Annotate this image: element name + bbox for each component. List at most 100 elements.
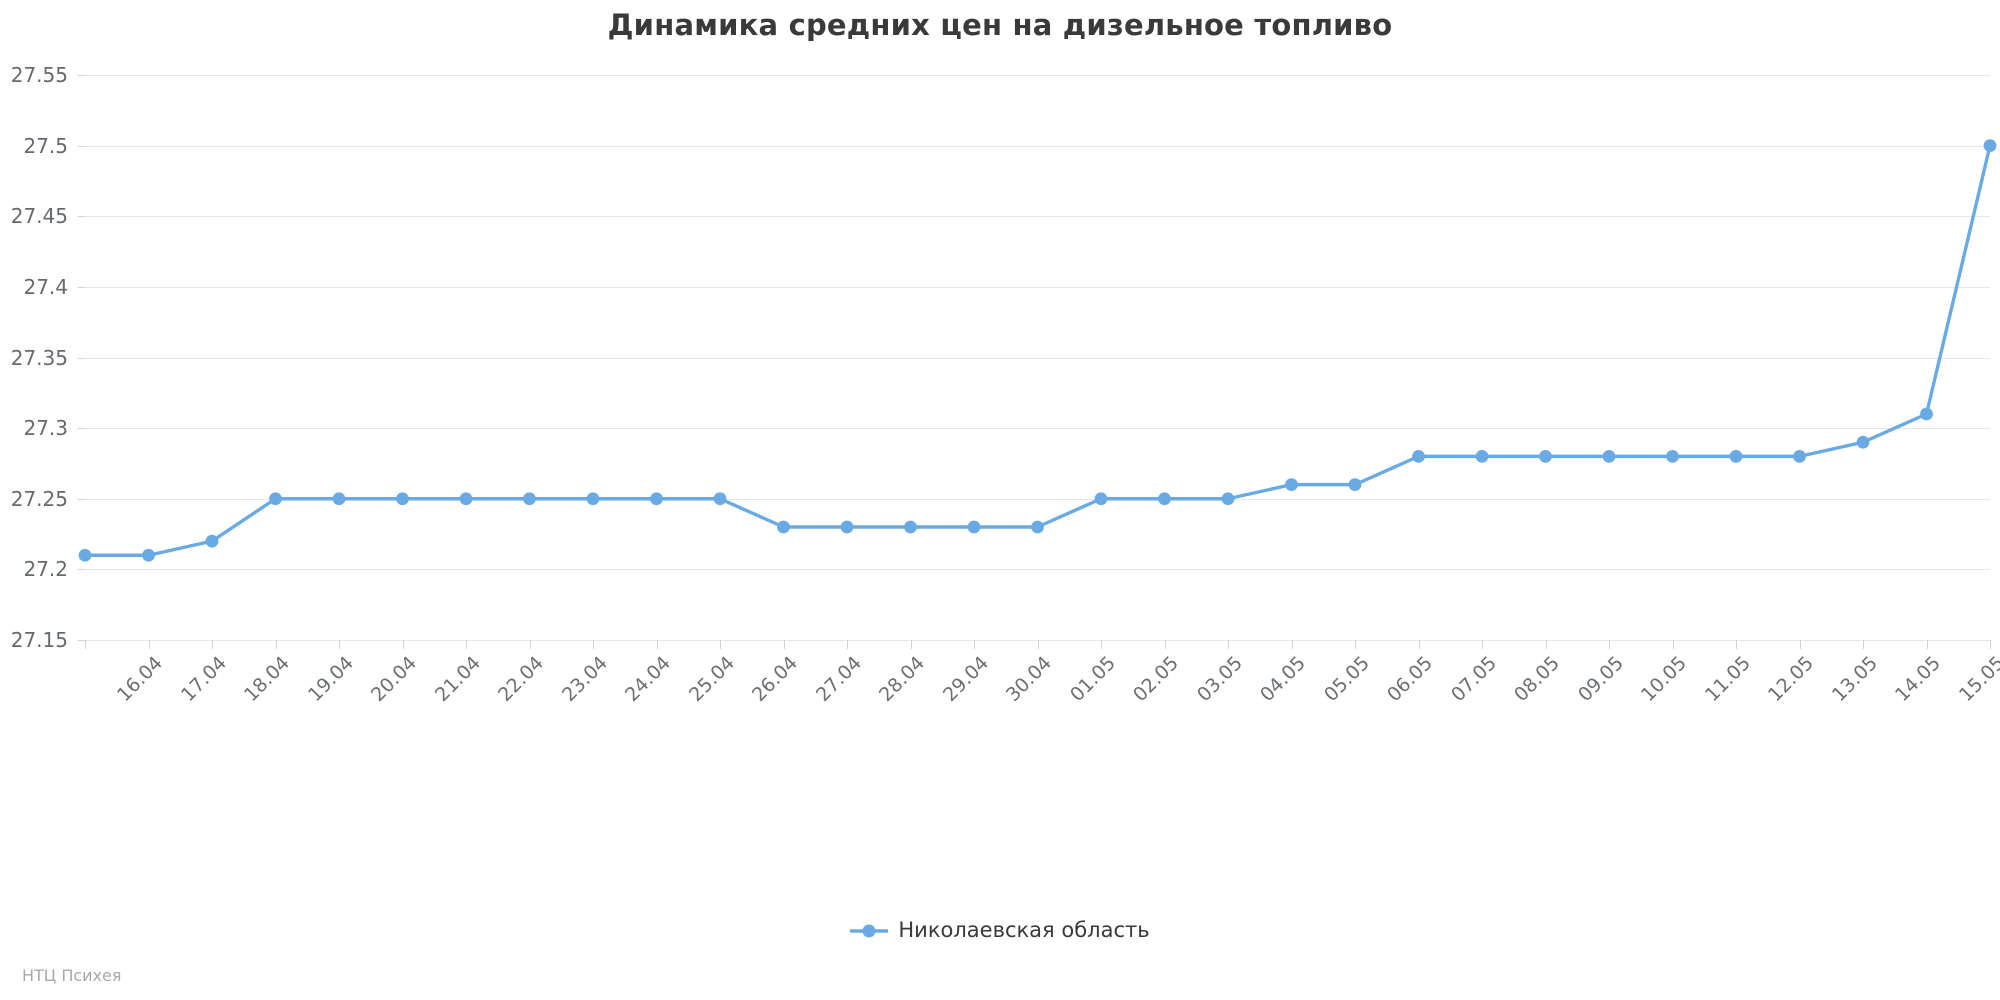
data-point-marker[interactable]	[713, 492, 727, 506]
data-point-marker[interactable]	[1285, 478, 1298, 492]
data-point-marker[interactable]	[523, 492, 536, 506]
x-axis-tick-mark	[1926, 640, 1928, 649]
x-axis-tick-mark	[339, 640, 340, 649]
data-point-marker[interactable]	[1602, 449, 1616, 463]
data-point-marker[interactable]	[1539, 449, 1552, 463]
x-axis-tick-mark	[1545, 640, 1547, 649]
data-point-marker[interactable]	[1729, 449, 1743, 463]
x-axis-tick-mark	[847, 640, 848, 649]
data-point-marker[interactable]	[459, 492, 473, 506]
gridline	[85, 428, 1990, 430]
x-axis-tick-mark	[656, 640, 658, 649]
data-point-marker[interactable]	[967, 520, 981, 534]
series-line-chart	[78, 139, 1997, 562]
x-axis-tick-label: 05.05	[1319, 652, 1374, 707]
data-point-marker[interactable]	[1221, 492, 1235, 506]
y-axis-labels: 27.55 27.5 27.45 27.4 27.35 27.3 27.25 27.2 27.1…	[0, 63, 2000, 652]
data-point-marker[interactable]	[332, 492, 346, 506]
x-axis-tick-label: 24.04	[620, 652, 675, 707]
y-axis-tick-label: 27.5	[23, 133, 68, 158]
source-note: НТЦ Психея	[22, 966, 122, 985]
x-axis-tick-mark	[1863, 640, 1864, 649]
x-axis-ticks	[85, 640, 1991, 650]
x-axis-tick-label: 07.05	[1446, 652, 1501, 707]
y-axis-tick-label: 27.3	[23, 416, 68, 441]
legend-marker-icon	[850, 924, 889, 937]
data-point-marker[interactable]	[1031, 520, 1044, 534]
x-axis-tick-mark	[1799, 640, 1801, 649]
data-point-marker[interactable]	[1348, 478, 1362, 492]
x-axis-tick-label: 09.05	[1573, 652, 1628, 707]
x-axis-tick-label: 29.04	[938, 652, 993, 707]
x-axis-tick-label: 27.04	[811, 652, 866, 707]
gridline	[85, 286, 1990, 288]
x-axis-tick-label: 28.04	[874, 652, 929, 707]
x-axis-tick-label: 16.04	[112, 652, 167, 707]
x-axis-tick-mark	[275, 640, 277, 649]
data-point-marker[interactable]	[205, 534, 219, 548]
x-axis-tick-mark	[783, 640, 785, 649]
data-point-marker[interactable]	[78, 548, 92, 562]
x-axis-tick-label: 18.04	[239, 652, 294, 707]
data-point-marker[interactable]	[1920, 407, 1933, 421]
x-axis-tick-label: 22.04	[493, 652, 548, 707]
y-axis-tick-label: 27.25	[10, 486, 68, 511]
x-axis-tick-mark	[1355, 640, 1356, 649]
gridline	[85, 216, 1990, 218]
x-axis-tick-label: 15.05	[1954, 652, 2000, 707]
x-axis-tick-label: 30.04	[1001, 652, 1056, 707]
data-point-marker[interactable]	[840, 520, 854, 534]
data-point-marker[interactable]	[1475, 449, 1489, 463]
y-axis-tick-mark	[78, 216, 85, 218]
x-axis-tick-mark	[1101, 640, 1102, 649]
x-axis-tick-label: 08.05	[1509, 652, 1564, 707]
plot-area	[78, 75, 1997, 641]
x-axis-tick-mark	[1736, 640, 1737, 649]
data-point-marker[interactable]	[586, 492, 600, 506]
y-axis-tick-mark	[78, 569, 85, 571]
data-point-marker[interactable]	[1983, 139, 1997, 153]
x-axis-tick-label: 12.05	[1763, 652, 1818, 707]
y-axis-tick-label: 27.35	[10, 345, 68, 370]
x-axis-tick-label: 17.04	[176, 652, 231, 707]
chart-title: Динамика средних цен на дизельное топлив…	[607, 8, 1393, 42]
x-axis-tick-label: 25.04	[684, 652, 739, 707]
y-axis-tick-label: 27.55	[10, 63, 68, 87]
y-axis-tick-mark	[78, 286, 85, 288]
data-point-marker[interactable]	[1793, 449, 1806, 463]
data-point-marker[interactable]	[269, 492, 282, 506]
x-axis-tick-label: 11.05	[1700, 652, 1755, 707]
x-axis-tick-mark	[1609, 640, 1610, 649]
y-axis-tick-mark	[78, 75, 85, 76]
gridline	[85, 75, 1990, 76]
data-point-marker[interactable]	[650, 492, 663, 506]
data-point-marker[interactable]	[1412, 449, 1425, 463]
data-point-marker[interactable]	[904, 520, 917, 534]
data-point-marker[interactable]	[142, 548, 155, 562]
gridline	[85, 357, 1990, 359]
y-axis-tick-mark	[78, 498, 85, 500]
x-axis-tick-mark	[720, 640, 721, 649]
x-axis-tick-mark	[402, 640, 404, 649]
x-axis-tick-label: 14.05	[1890, 652, 1945, 707]
x-axis-tick-mark	[1672, 640, 1674, 649]
data-point-marker[interactable]	[1666, 449, 1679, 463]
x-axis-tick-mark	[148, 640, 150, 649]
series-line	[83, 143, 1992, 557]
data-point-marker[interactable]	[1158, 492, 1171, 506]
x-axis-tick-label: 10.05	[1636, 652, 1691, 707]
data-point-marker[interactable]	[777, 520, 790, 534]
x-axis-tick-label: 06.05	[1382, 652, 1437, 707]
data-point-marker[interactable]	[396, 492, 409, 506]
x-axis-tick-mark	[974, 640, 975, 649]
chart-legend[interactable]: Николаевская область	[0, 920, 2000, 941]
gridline	[85, 498, 1990, 500]
x-axis-tick-mark	[1418, 640, 1420, 649]
x-axis-tick-mark	[1990, 640, 1991, 649]
data-point-marker[interactable]	[1856, 435, 1870, 449]
x-axis-labels: 16.04 17.04 18.04 19.04 20.04 21.04 22.04 23.04…	[85, 652, 2000, 742]
x-axis-tick-mark	[1228, 640, 1229, 649]
data-point-marker[interactable]	[1094, 492, 1108, 506]
x-axis-tick-label: 13.05	[1827, 652, 1882, 707]
